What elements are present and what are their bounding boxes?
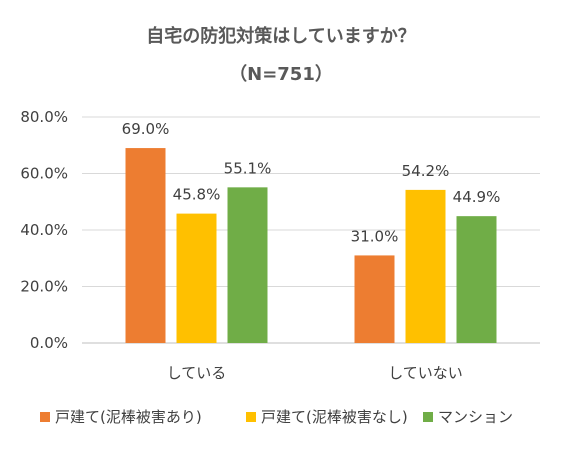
y-tick-label: 20.0% <box>20 278 68 296</box>
chart-subtitle: （N=751） <box>229 64 333 85</box>
legend-swatch <box>40 412 50 422</box>
data-label: 55.1% <box>224 159 272 177</box>
data-label: 69.0% <box>122 120 170 138</box>
legend-swatch <box>423 412 433 422</box>
data-label: 31.0% <box>351 227 399 245</box>
y-tick-label: 0.0% <box>30 334 68 352</box>
bar <box>354 255 395 343</box>
data-label: 54.2% <box>402 162 450 180</box>
legend-label: 戸建て(泥棒被害なし) <box>261 408 408 426</box>
category-labels: している していない <box>167 364 463 382</box>
bar <box>456 216 497 343</box>
bar <box>176 213 217 343</box>
y-axis-tick-labels: 0.0% 20.0% 40.0% 60.0% 80.0% <box>20 108 68 352</box>
legend-swatch <box>246 412 256 422</box>
legend-label: マンション <box>438 408 513 426</box>
data-label: 45.8% <box>173 186 221 204</box>
data-labels: 69.0% 45.8%55.1% 31.0% 54.2%44.9% <box>122 120 501 245</box>
legend: 戸建て(泥棒被害あり) 戸建て(泥棒被害なし) マンション <box>40 408 513 426</box>
category-label: していない <box>388 364 463 382</box>
bar <box>227 187 268 343</box>
category-label: している <box>167 364 227 382</box>
legend-label: 戸建て(泥棒被害あり) <box>55 408 202 426</box>
chart-title: 自宅の防犯対策はしていますか？ <box>146 25 415 47</box>
bars <box>125 148 497 343</box>
data-label: 44.9% <box>453 188 501 206</box>
y-tick-label: 60.0% <box>20 165 68 183</box>
bar <box>405 189 446 343</box>
bar <box>125 148 166 343</box>
y-tick-label: 40.0% <box>20 221 68 239</box>
y-tick-label: 80.0% <box>20 108 68 126</box>
